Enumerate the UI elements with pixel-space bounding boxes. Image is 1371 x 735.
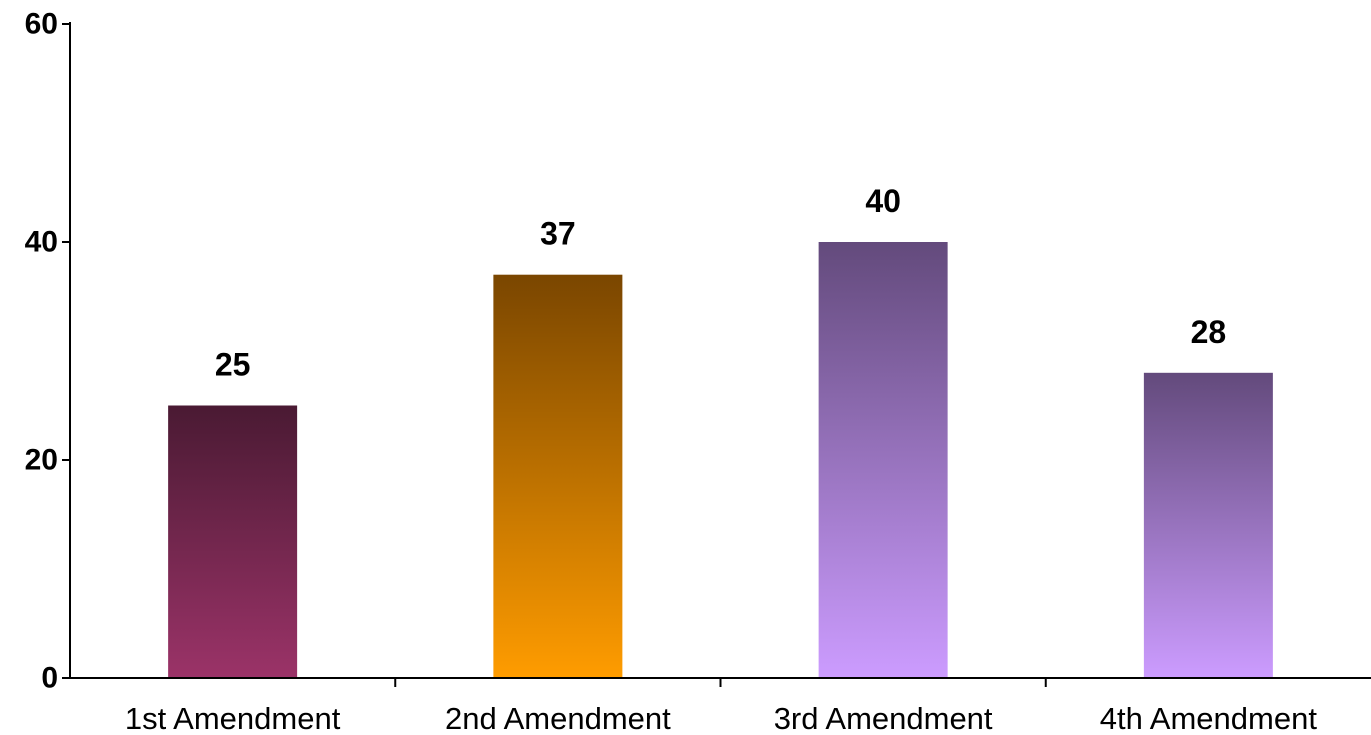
bar: [493, 274, 623, 678]
x-category-label: 4th Amendment: [1100, 701, 1318, 735]
y-tick-label: 0: [41, 662, 58, 695]
x-category-label: 3rd Amendment: [774, 701, 993, 735]
bar-value-label: 40: [865, 183, 901, 219]
bar-value-label: 37: [540, 216, 576, 252]
bar: [168, 405, 298, 678]
y-ticks-group: 0 20 40 60: [25, 8, 70, 695]
data-labels-group: 25 37 40 28: [215, 183, 1226, 383]
bar: [818, 242, 948, 678]
bars-group: [168, 242, 1273, 678]
y-tick-label: 60: [25, 8, 58, 41]
bar: [1143, 372, 1273, 678]
x-category-label: 2nd Amendment: [445, 701, 671, 735]
y-tick-label: 40: [25, 226, 58, 259]
x-ticks-group: 1st Amendment 2nd Amendment 3rd Amendment 4…: [125, 678, 1317, 735]
bar-value-label: 28: [1191, 314, 1227, 350]
bar-value-label: 25: [215, 347, 251, 383]
axes-group: [62, 22, 1371, 679]
y-tick-label: 20: [25, 444, 58, 477]
x-category-label: 1st Amendment: [125, 701, 341, 735]
